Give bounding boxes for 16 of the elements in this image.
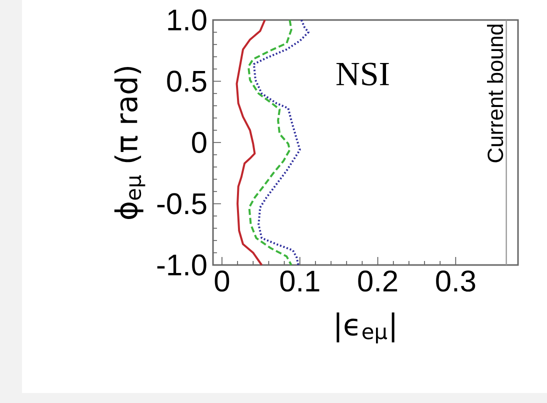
x-tick-label: 0.1 xyxy=(280,270,320,292)
y-tick-label: -0.5 xyxy=(157,193,206,214)
line-series xyxy=(236,19,266,266)
ref-line-label: Current bound xyxy=(487,24,504,162)
y-tick-label: 0 xyxy=(192,132,206,154)
x-tick-label: 0.3 xyxy=(436,270,476,292)
y-tick-label: 1.0 xyxy=(168,9,206,31)
x-tick-label: 0.2 xyxy=(358,270,398,292)
y-tick-label: -1.0 xyxy=(157,254,206,276)
x-tick-label: 0 xyxy=(214,270,230,292)
line-series xyxy=(247,19,292,266)
x-axis-title: |ϵ$_{eμ}$| xyxy=(336,312,394,344)
annotation: NSI xyxy=(336,62,389,86)
line-series xyxy=(252,19,310,266)
y-tick-label: 0.5 xyxy=(167,70,206,92)
y-axis-title: ϕ$_{eμ}$ (π rad) xyxy=(114,66,146,220)
